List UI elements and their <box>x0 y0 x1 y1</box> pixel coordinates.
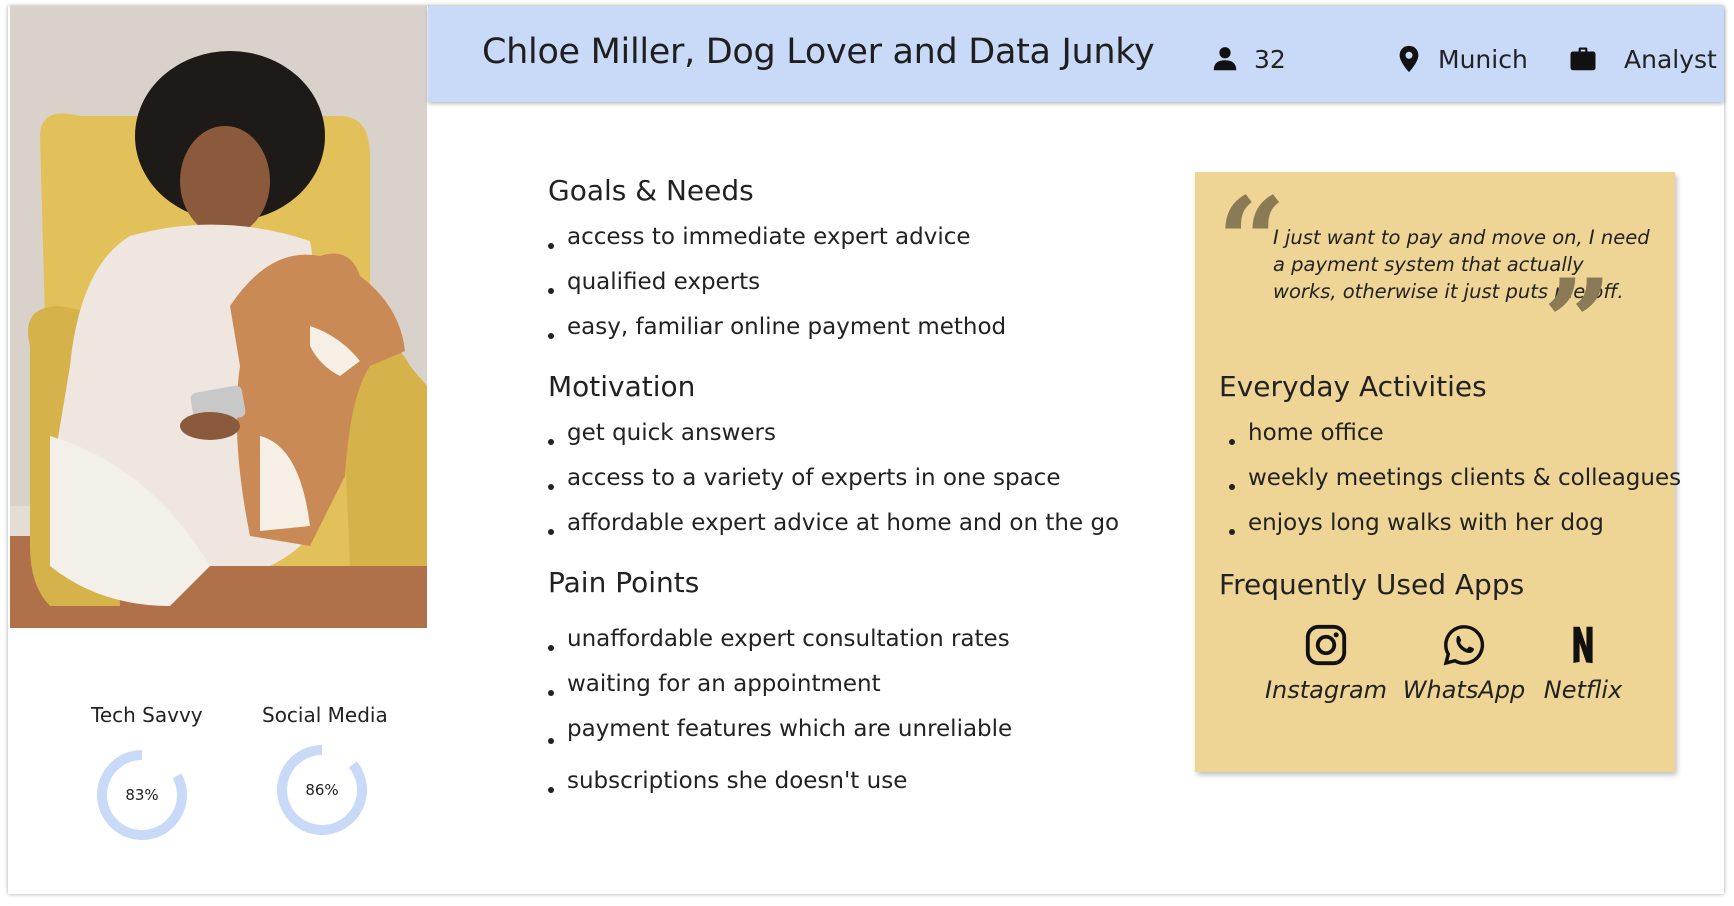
motivation-list: get quick answers access to a variety of… <box>548 418 1119 553</box>
close-quote-icon: ” <box>1543 253 1613 394</box>
gauge-ring <box>97 750 187 840</box>
app-label: Instagram <box>1264 676 1388 704</box>
pain-points-list: unaffordable expert consultation rates w… <box>548 624 1012 811</box>
pain-points-title: Pain Points <box>548 566 700 599</box>
persona-title: Chloe Miller, Dog Lover and Data Junky <box>482 32 1155 72</box>
tech-savvy-gauge: 83% <box>92 745 192 845</box>
location-item: Munich <box>1394 44 1528 74</box>
map-pin-icon <box>1399 45 1419 73</box>
person-icon <box>1213 47 1237 71</box>
persona-header: Chloe Miller, Dog Lover and Data Junky 3… <box>428 6 1724 102</box>
social-media-gauge: 86% <box>272 740 372 840</box>
app-instagram: Instagram <box>1257 622 1395 704</box>
age-value: 32 <box>1254 44 1286 74</box>
list-item: access to immediate expert advice <box>548 222 1006 267</box>
app-label: Netflix <box>1543 676 1623 704</box>
activities-list: home office weekly meetings clients & co… <box>1229 418 1681 553</box>
list-item: unaffordable expert consultation rates <box>548 624 1012 669</box>
motivation-title: Motivation <box>548 370 696 403</box>
job-item: Analyst <box>1568 44 1717 74</box>
list-item: qualified experts <box>548 267 1006 312</box>
list-item: easy, familiar online payment method <box>548 312 1006 357</box>
persona-quote: I just want to pay and move on, I need a… <box>1273 226 1650 303</box>
list-item: payment features which are unreliable <box>548 714 1012 766</box>
social-media-value: 86% <box>305 781 339 799</box>
activities-title: Everyday Activities <box>1219 370 1487 403</box>
goals-list: access to immediate expert advice qualif… <box>548 222 1006 357</box>
gauge-ring <box>277 745 367 835</box>
gauge-arc <box>97 750 187 840</box>
instagram-icon <box>1305 624 1347 666</box>
list-item: enjoys long walks with her dog <box>1229 508 1681 553</box>
briefcase-icon <box>1570 47 1596 71</box>
persona-side-panel: “ I just want to pay and move on, I need… <box>1195 171 1681 772</box>
location-value: Munich <box>1438 44 1528 74</box>
persona-photo-image <box>10 6 427 628</box>
tech-savvy-label: Tech Savvy <box>91 703 203 727</box>
apps-list: Instagram WhatsApp Netflix <box>1257 622 1633 704</box>
goals-title: Goals & Needs <box>548 174 754 207</box>
gauge-arc <box>277 745 367 835</box>
social-media-label: Social Media <box>262 703 388 727</box>
whatsapp-icon <box>1443 625 1485 666</box>
list-item: access to a variety of experts in one sp… <box>548 463 1119 508</box>
list-item: get quick answers <box>548 418 1119 463</box>
list-item: subscriptions she doesn't use <box>548 766 1012 811</box>
persona-photo <box>10 6 427 628</box>
app-label: WhatsApp <box>1402 676 1526 704</box>
list-item: waiting for an appointment <box>548 669 1012 714</box>
job-value: Analyst <box>1624 44 1717 74</box>
age-item: 32 <box>1210 44 1286 74</box>
app-netflix: Netflix <box>1533 622 1633 704</box>
netflix-icon <box>1573 626 1593 664</box>
app-whatsapp: WhatsApp <box>1395 622 1533 704</box>
apps-title: Frequently Used Apps <box>1219 568 1525 601</box>
tech-savvy-value: 83% <box>125 786 159 804</box>
open-quote-icon: “ <box>1217 171 1287 312</box>
list-item: home office <box>1229 418 1681 463</box>
list-item: affordable expert advice at home and on … <box>548 508 1119 553</box>
list-item: weekly meetings clients & colleagues <box>1229 463 1681 508</box>
